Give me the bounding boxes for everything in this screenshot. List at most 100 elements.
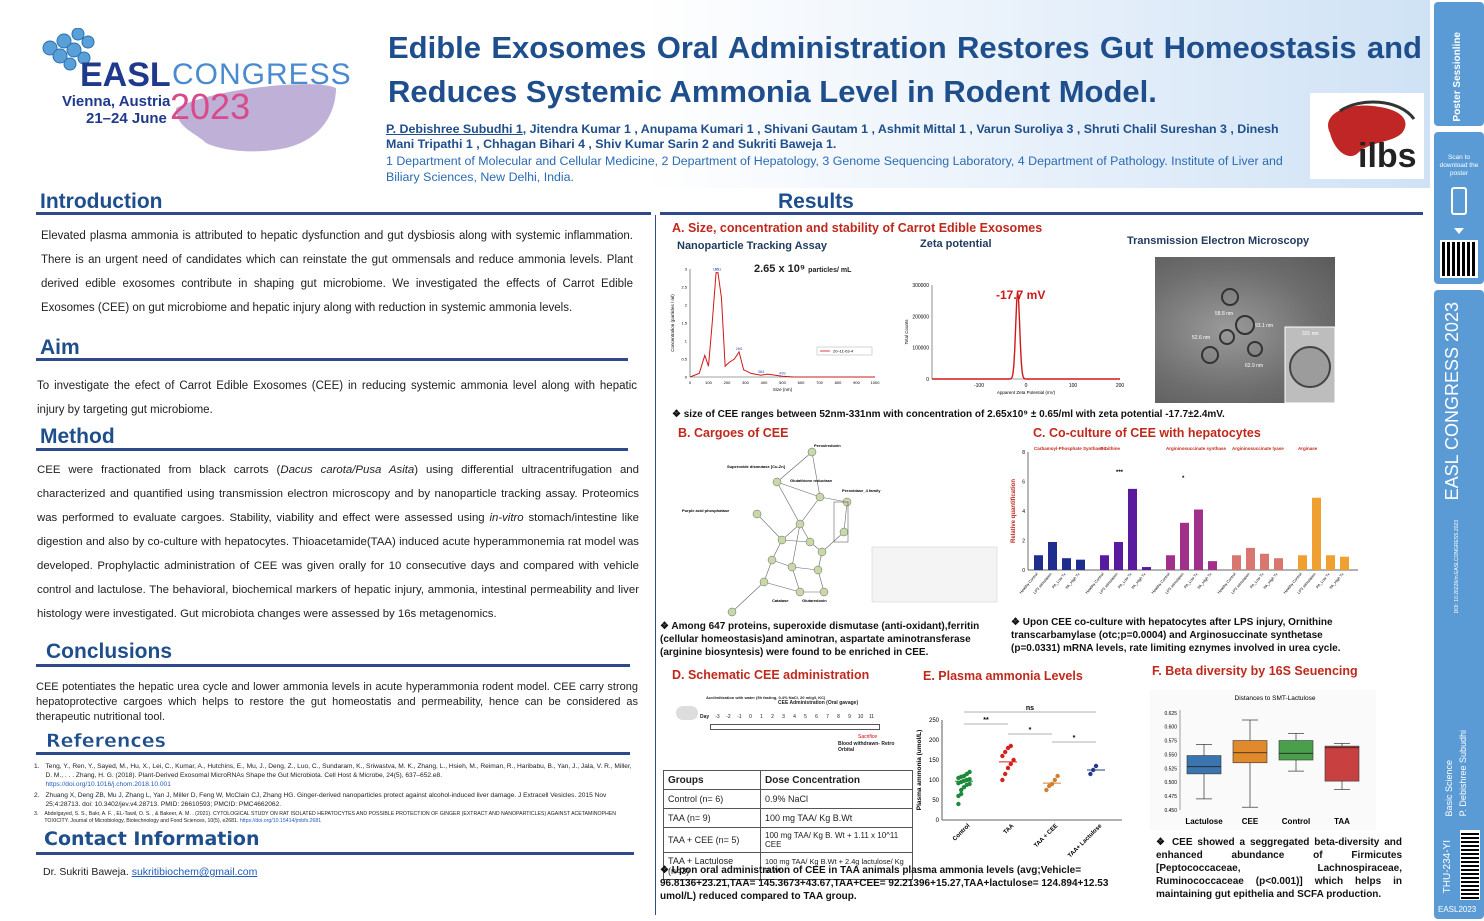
day-number: 4 xyxy=(793,714,796,720)
ammonia-point xyxy=(1052,777,1057,783)
qr-code-icon[interactable] xyxy=(1440,240,1478,278)
network-node xyxy=(839,527,849,537)
significance-mark: * xyxy=(1029,727,1032,734)
contact-email-link[interactable]: sukritibiochem@gmail.com xyxy=(131,866,258,878)
ref-link[interactable]: https://doi.org/10.1016/j.chom.2018.10.0… xyxy=(45,781,171,788)
cargo-network: Peroxiredoxin Superoxide dismutase [Cu-Zn… xyxy=(672,442,1002,617)
x-tick-label: 600 xyxy=(798,380,805,385)
dose-header: Dose Concentration xyxy=(760,770,913,790)
beta-diversity-chart: Distances to SMT-Lactulose 0.450 0.475 0.50… xyxy=(1150,690,1376,830)
nta-peak-label: 151 xyxy=(715,267,722,272)
affiliations: 1 Department of Molecular and Cellular M… xyxy=(386,154,1283,184)
introduction-rule xyxy=(36,212,651,215)
box-body xyxy=(1278,740,1314,761)
section-b-title: B. Cargoes of CEE xyxy=(678,426,789,440)
group-cell: TAA + CEE (n= 5) xyxy=(663,827,761,853)
nta-conc-value: 2.65 x 10⁹ xyxy=(754,263,806,275)
days-row: -3 -2 -1 0 1 2 3 4 5 6 7 8 9 10 11 xyxy=(712,714,877,720)
network-node xyxy=(727,607,737,617)
protein-network-graph: Peroxiredoxin Superoxide dismutase [Cu-Zn… xyxy=(682,443,998,617)
section-f-bullet: ❖ CEE showed a seggregated beta-diversit… xyxy=(1156,837,1402,900)
method-text: CEE were fractionated from black carrots… xyxy=(37,464,639,620)
conclusions-text: CEE potentiates the hepatic urea cycle a… xyxy=(36,681,638,723)
references-rule xyxy=(36,752,630,755)
y-tick-label: 2 xyxy=(1022,539,1025,545)
coculture-bar xyxy=(1076,559,1085,570)
network-node xyxy=(819,587,829,597)
significance-mark: * xyxy=(1182,476,1185,482)
y-tick-label: 0 xyxy=(936,818,940,824)
ref-link[interactable]: https://doi.org/10.15414/jmbfs.2681 xyxy=(239,817,322,824)
network-highlight-box xyxy=(833,501,849,543)
network-node xyxy=(772,477,782,487)
group-cell: Control (n= 6) xyxy=(663,789,761,809)
network-node-label: Catalase xyxy=(772,598,789,603)
y-tick-label: 200 xyxy=(929,738,940,744)
table-row: TAA (n= 9) 100 mg TAA/ Kg B.Wt xyxy=(663,808,913,828)
section-c-bullet: ❖ Upon CEE co-culture with hepatocytes a… xyxy=(1011,617,1341,654)
logo-dates: 21–24 June xyxy=(86,110,167,127)
panel-label: Argininosuccinate lyase xyxy=(1232,446,1284,451)
scan-text: Scan to download the poster xyxy=(1439,154,1479,177)
network-node xyxy=(752,509,762,519)
zeta-series-line xyxy=(932,291,1120,380)
x-tick-label: TAA + CEE xyxy=(1033,823,1059,849)
y-tick-label: 0.550 xyxy=(1164,752,1177,758)
day-number: 9 xyxy=(848,714,851,720)
zeta-chart: -100 0 100 200 0 100000 200000 300000 Apparent Z… xyxy=(900,255,1130,400)
sidebar-sponsor[interactable]: Poster Sessionline xyxy=(1434,2,1484,126)
panel-label: Argininosuccinate synthase xyxy=(1166,446,1227,451)
network-node xyxy=(813,565,823,575)
dose-cell: 100 mg TAA/ Kg B. Wt + 1.11 x 10^11 CEE xyxy=(760,827,913,853)
logo-easl-text: EASL xyxy=(80,56,171,94)
dose-cell: 100 mg TAA/ Kg B.Wt xyxy=(760,808,913,828)
ammonia-point xyxy=(1011,757,1016,763)
x-tick-label: 900 xyxy=(853,380,860,385)
coculture-bar xyxy=(1142,567,1151,570)
network-node xyxy=(759,577,769,587)
column-divider xyxy=(655,215,656,915)
zeta-value: -17.7 mV xyxy=(996,288,1046,302)
ammonia-chart: 0 50 100 150 200 250 Plasma ammonia (umol/L) Co… xyxy=(912,690,1134,860)
references-heading: References xyxy=(46,730,166,753)
x-tick-label: 100 xyxy=(705,380,712,385)
sidebar-qr-panel[interactable]: Scan to download the poster xyxy=(1434,132,1484,284)
network-edge xyxy=(756,513,783,541)
tem-micrograph: 58.8 nm 52.6 nm 93.1 nm 62.9 nm 331 nm xyxy=(1192,288,1336,404)
dose-cell: 100 mg TAA/ Kg B.Wt + 2.4g lactulose/ Kg… xyxy=(760,852,913,880)
section-c-title: C. Co-culture of CEE with hepatocytes xyxy=(1033,426,1261,440)
ammonia-point xyxy=(1000,753,1005,759)
network-edge xyxy=(776,481,801,525)
arrow-down-icon xyxy=(1454,228,1464,234)
aim-heading: Aim xyxy=(40,336,80,359)
x-tick-label: 200 xyxy=(724,380,731,385)
ammonia-point xyxy=(1003,749,1008,755)
y-tick-label: 8 xyxy=(1022,450,1025,456)
groups-header: Groups xyxy=(663,770,761,790)
network-node xyxy=(787,562,797,572)
coculture-bar xyxy=(1166,555,1175,570)
ammonia-point xyxy=(1049,781,1055,787)
introduction-heading: Introduction xyxy=(40,190,163,213)
nta-plot: 0 100 200 300 400 500 600 700 800 900 1000 0 0.5 1 1.5… xyxy=(670,267,880,393)
y-tick-label: 0.5 xyxy=(681,357,687,362)
section-a-bullet-text: size of CEE ranges between 52nm-331nm wi… xyxy=(683,409,1225,420)
zeta-x-label: Apparent Zeta Potential (mV) xyxy=(997,390,1056,395)
reference-item: 3. Abdelgayed, S. S., Bakr, A. F. , EL-Ta… xyxy=(34,811,638,824)
day-number: 8 xyxy=(837,714,840,720)
coculture-bar xyxy=(1048,541,1057,570)
y-tick-label: 0 xyxy=(685,375,688,380)
sidebar-basic-science: Basic Science xyxy=(1444,760,1454,817)
ammonia-point xyxy=(967,781,972,787)
x-tick-label: 300 xyxy=(742,380,749,385)
x-tick-label: -100 xyxy=(974,383,984,389)
ammonia-point xyxy=(967,769,972,775)
ammonia-point xyxy=(1003,771,1008,777)
panel-label: Carbamoyl-Phosphate Synthase 1 xyxy=(1034,446,1107,451)
day-number: -2 xyxy=(726,714,731,720)
table-row: Control (n= 6) 0.9% NaCl xyxy=(663,789,913,809)
day-number: -1 xyxy=(737,714,742,720)
aim-rule xyxy=(36,358,628,361)
coculture-bar xyxy=(1100,555,1109,570)
day-number: 10 xyxy=(857,714,864,720)
